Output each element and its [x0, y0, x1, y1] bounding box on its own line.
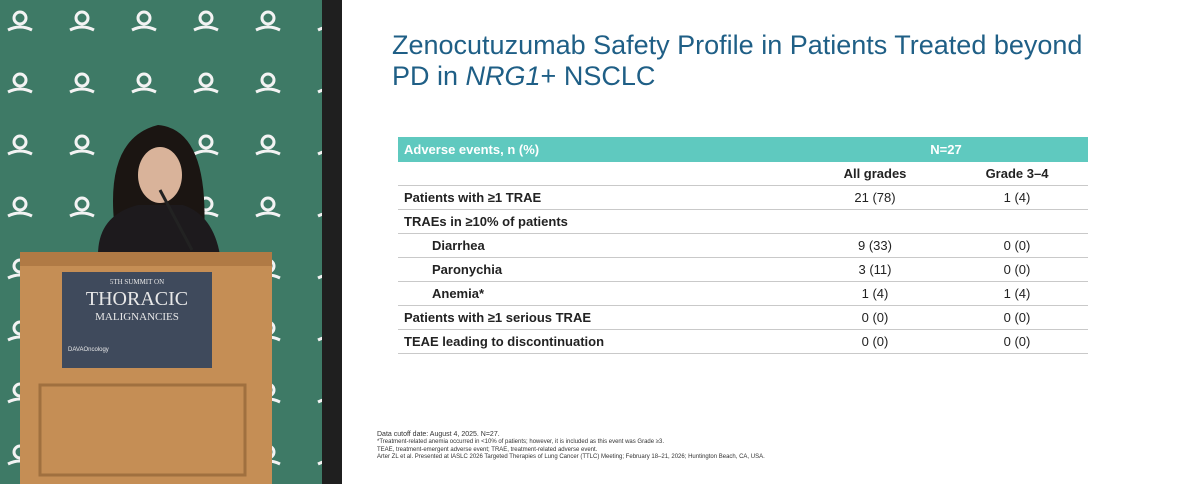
footnote: Arter ZL et al. Presented at IASLC 2026 … [377, 454, 765, 460]
table-row: TRAEs in ≥10% of patients [398, 209, 1088, 234]
value-cell: 0 (0) [946, 257, 1088, 282]
row-label: Patients with ≥1 TRAE [398, 185, 804, 210]
sign-line: THORACIC [85, 288, 189, 310]
footnotes: Data cutoff date: August 4, 2025. N=27. *… [377, 430, 765, 462]
blank-cell [398, 162, 804, 186]
row-label: Diarrhea [398, 233, 804, 258]
title-part: + NSCLC [540, 61, 656, 91]
sign-line: 5TH SUMMIT ON [109, 278, 165, 286]
table-row: TEAE leading to discontinuation 0 (0) 0 (0… [398, 329, 1088, 354]
value-cell: 0 (0) [946, 305, 1088, 330]
sign-brand: DAVAOncology [68, 347, 109, 353]
value-cell: 9 (33) [804, 233, 946, 258]
table-row: Paronychia 3 (11) 0 (0) [398, 257, 1088, 282]
row-label: Anemia* [398, 281, 804, 306]
column-header: All grades Grade 3–4 [398, 162, 1088, 186]
value-cell: 21 (78) [804, 185, 946, 210]
table-row: Anemia* 1 (4) 1 (4) [398, 281, 1088, 306]
slide: Zenocutuzumab Safety Profile in Patients… [342, 0, 1200, 484]
value-cell: 1 (4) [946, 281, 1088, 306]
table-row: Patients with ≥1 TRAE 21 (78) 1 (4) [398, 185, 1088, 210]
table-row: Diarrhea 9 (33) 0 (0) [398, 233, 1088, 258]
table-row: Patients with ≥1 serious TRAE 0 (0) 0 (0) [398, 305, 1088, 330]
column-label: All grades [804, 162, 946, 186]
row-label: Patients with ≥1 serious TRAE [398, 305, 804, 330]
row-label: TRAEs in ≥10% of patients [398, 209, 804, 234]
footnote: *Treatment-related anemia occurred in <1… [377, 439, 665, 445]
row-label: TEAE leading to discontinuation [398, 329, 804, 354]
header-cell: Adverse events, n (%) [398, 137, 804, 162]
title-part: NRG1 [465, 61, 541, 91]
footnote: Data cutoff date: August 4, 2025. N=27. [377, 431, 500, 438]
value-cell: 0 (0) [946, 233, 1088, 258]
slide-title: Zenocutuzumab Safety Profile in Patients… [392, 30, 1092, 92]
value-cell: 3 (11) [804, 257, 946, 282]
row-label: Paronychia [398, 257, 804, 282]
table-header: Adverse events, n (%) N=27 [398, 137, 1088, 162]
footnote: TEAE, treatment-emergent adverse event; … [377, 446, 598, 453]
podium-sign: 5TH SUMMIT ON THORACIC MALIGNANCIES DAVA… [62, 272, 212, 368]
stage-backdrop [0, 0, 322, 484]
adverse-events-table: Adverse events, n (%) N=27 All grades Gr… [398, 137, 1088, 354]
header-cell: N=27 [804, 137, 1088, 162]
blank-cell [804, 209, 946, 234]
column-label: Grade 3–4 [946, 162, 1088, 186]
value-cell: 0 (0) [804, 305, 946, 330]
value-cell: 1 (4) [804, 281, 946, 306]
value-cell: 0 (0) [804, 329, 946, 354]
speaker-video: 5TH SUMMIT ON THORACIC MALIGNANCIES DAVA… [0, 0, 322, 484]
blank-cell [946, 209, 1088, 234]
value-cell: 0 (0) [946, 329, 1088, 354]
title-part: Zenocutuzumab Safety Profile in Patients… [392, 30, 1083, 91]
sign-line: MALIGNANCIES [95, 311, 179, 323]
value-cell: 1 (4) [946, 185, 1088, 210]
